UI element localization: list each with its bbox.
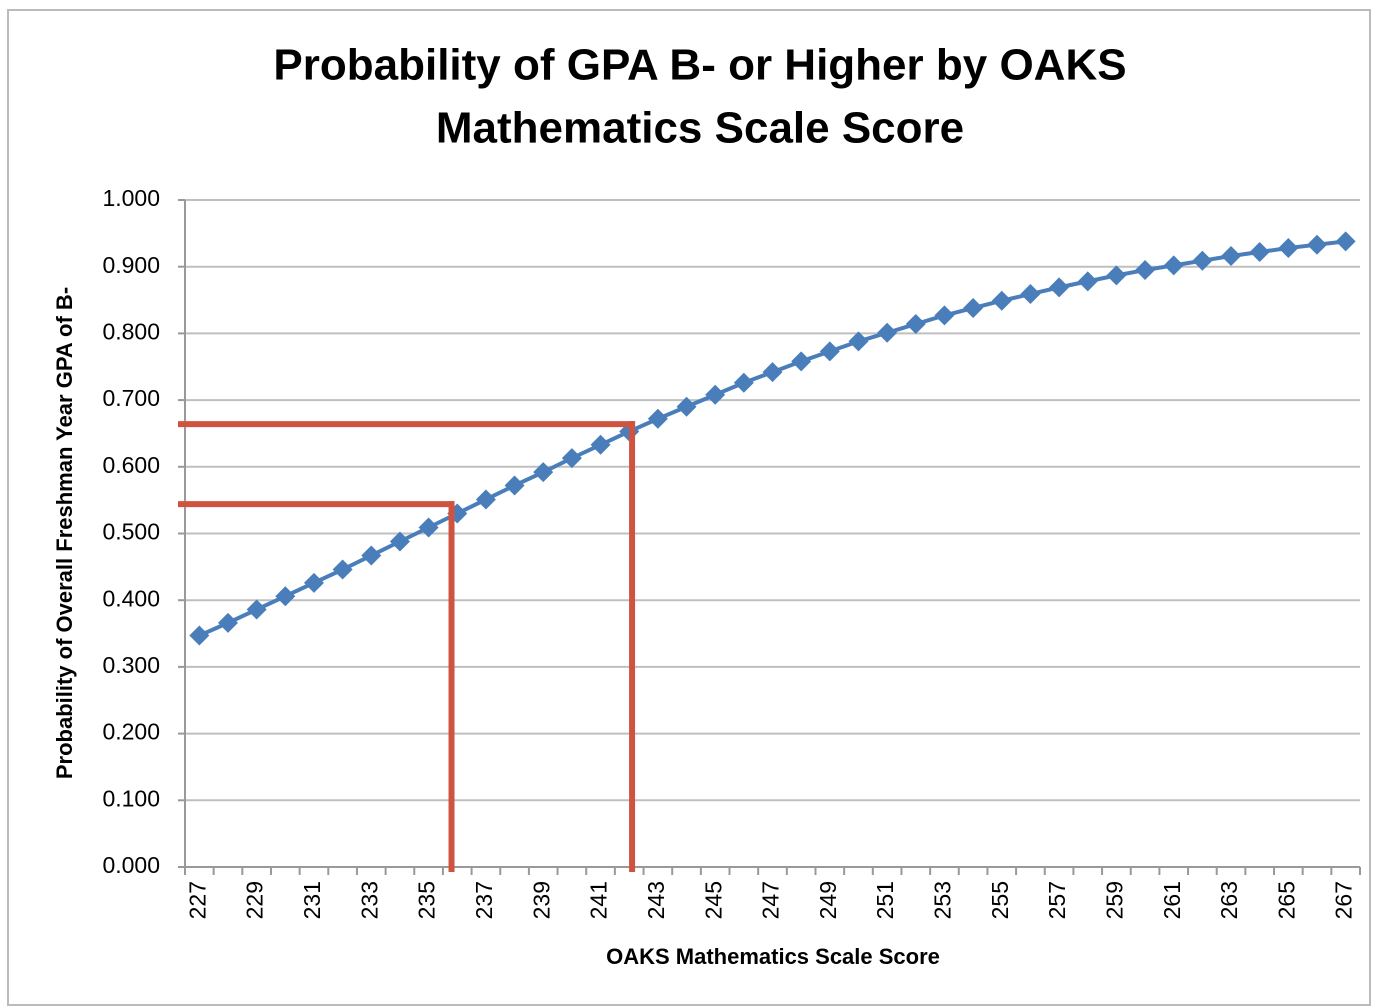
x-tick-label: 229 xyxy=(242,881,268,919)
chart-subtitle: Mathematics Scale Score xyxy=(436,104,964,153)
x-tick-label: 247 xyxy=(758,881,784,919)
marker xyxy=(1163,255,1184,276)
marker xyxy=(1077,271,1098,292)
marker xyxy=(475,489,496,510)
x-tick-label: 265 xyxy=(1273,881,1299,919)
marker xyxy=(504,475,525,496)
x-tick-label: 235 xyxy=(414,881,440,919)
marker xyxy=(848,331,869,352)
x-tick-label: 231 xyxy=(299,881,325,919)
marker xyxy=(217,612,238,633)
chart-frame xyxy=(7,9,1371,1006)
x-axis-title: OAKS Mathematics Scale Score xyxy=(606,944,940,969)
marker xyxy=(705,384,726,405)
x-tick-label: 227 xyxy=(184,881,210,919)
marker xyxy=(1307,234,1328,255)
x-tick-label: 251 xyxy=(872,881,898,919)
y-tick-label: 0.000 xyxy=(102,852,160,878)
marker xyxy=(963,298,984,319)
y-tick-label: 0.300 xyxy=(102,652,160,678)
marker xyxy=(275,586,296,607)
y-tick-label: 0.100 xyxy=(102,785,160,811)
y-tick-label: 0.500 xyxy=(102,519,160,545)
marker xyxy=(791,351,812,372)
marker xyxy=(934,305,955,326)
marker xyxy=(1249,242,1270,263)
chart-title: Probability of GPA B- or Higher by OAKS xyxy=(273,41,1126,90)
x-tick-label: 253 xyxy=(930,881,956,919)
marker xyxy=(877,322,898,343)
marker xyxy=(246,599,267,620)
y-axis-title: Probability of Overall Freshman Year GPA… xyxy=(52,287,77,779)
marker xyxy=(1135,260,1156,281)
marker xyxy=(418,517,439,538)
x-tick-label: 233 xyxy=(356,881,382,919)
marker xyxy=(1221,246,1242,267)
marker xyxy=(1020,284,1041,305)
y-tick-label: 0.200 xyxy=(102,719,160,745)
marker xyxy=(991,290,1012,311)
y-tick-label: 1.000 xyxy=(102,185,160,211)
marker xyxy=(1106,265,1127,286)
x-tick-label: 263 xyxy=(1216,881,1242,919)
y-tick-label: 0.600 xyxy=(102,452,160,478)
marker xyxy=(647,408,668,429)
marker xyxy=(1192,250,1213,271)
marker xyxy=(332,559,353,580)
marker xyxy=(1049,277,1070,298)
x-tick-label: 259 xyxy=(1101,881,1127,919)
x-tick-label: 237 xyxy=(471,881,497,919)
x-tick-label: 257 xyxy=(1044,881,1070,919)
x-tick-label: 239 xyxy=(528,881,554,919)
marker xyxy=(905,314,926,335)
y-tick-label: 0.900 xyxy=(102,252,160,278)
y-tick-label: 0.800 xyxy=(102,318,160,344)
marker xyxy=(561,448,582,469)
x-tick-label: 241 xyxy=(586,881,612,919)
x-tick-label: 245 xyxy=(700,881,726,919)
marker xyxy=(1278,238,1299,259)
marker xyxy=(676,396,697,417)
marker xyxy=(1335,231,1356,252)
marker xyxy=(189,625,210,646)
x-tick-label: 255 xyxy=(987,881,1013,919)
marker xyxy=(389,531,410,552)
marker xyxy=(361,545,382,566)
marker xyxy=(733,372,754,393)
marker xyxy=(762,362,783,383)
marker xyxy=(590,434,611,455)
marker xyxy=(533,462,554,483)
y-tick-label: 0.400 xyxy=(102,585,160,611)
marker xyxy=(819,341,840,362)
x-tick-label: 261 xyxy=(1159,881,1185,919)
x-tick-label: 249 xyxy=(815,881,841,919)
x-tick-label: 267 xyxy=(1331,881,1357,919)
y-tick-label: 0.700 xyxy=(102,385,160,411)
x-tick-label: 243 xyxy=(643,881,669,919)
marker xyxy=(303,572,324,593)
